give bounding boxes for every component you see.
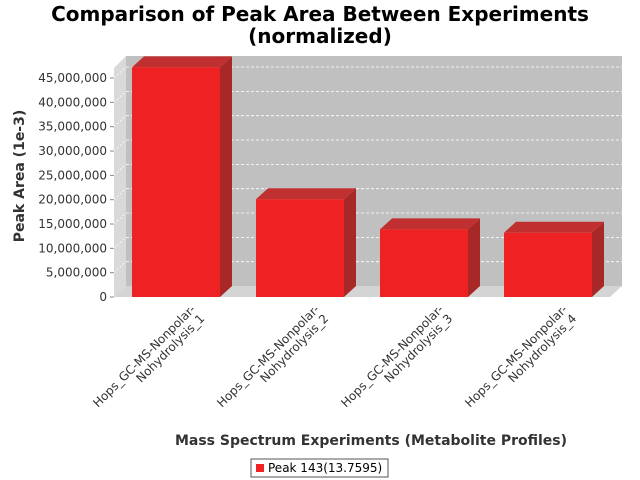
plot-area: 0 5,000,000 10,000,000 15,000,000 20,000,000… [38,56,622,419]
x-tick-label-line: Hops_GC-MS-Nonpolar- [214,302,322,410]
bar-side [220,56,232,297]
bar-top [132,56,232,68]
y-tick-label: 45,000,000 [38,71,107,85]
grid-line-wall [113,188,127,200]
legend: Peak 143(13.7595) [250,458,389,478]
bar-side [468,218,480,297]
y-tick-label: 10,000,000 [38,241,107,255]
chart-subtitle: (normalized) [248,24,392,48]
bar-top [256,188,356,200]
y-tick-label: 35,000,000 [38,120,107,134]
bar-front [256,199,344,297]
legend-label: Peak 143(13.7595) [268,461,382,475]
grid-line-wall [113,139,127,152]
bar-top [504,221,604,233]
y-tick-label: 30,000,000 [38,144,107,158]
grid-line-wall [113,237,127,249]
y-tick-label: 0 [99,290,107,304]
y-axis-label: Peak Area (1e-3) [12,110,28,243]
plot-floor [114,286,622,297]
y-tick-label: 20,000,000 [38,193,107,207]
x-tick-label-line: Hops_GC-MS-Nonpolar- [338,302,446,410]
x-tick-label-line: Hops_GC-MS-Nonpolar- [462,302,570,410]
bar [132,56,232,297]
legend-box [250,458,389,478]
x-tick-label: Hops_GC-MS-Nonpolar-Nohydrolysis_3 [338,302,455,419]
bar-front [380,229,468,297]
grid-line-wall [113,66,127,79]
chart-title: Comparison of Peak Area Between Experime… [51,2,589,26]
bar-front [132,67,220,297]
grid-line-wall [113,91,127,103]
y-tick-label: 25,000,000 [38,168,107,182]
bar-side [344,188,356,297]
grid-line-wall [113,164,127,176]
plot-left-wall [114,56,126,297]
bar-front [504,232,592,297]
plot-back-wall [126,56,622,286]
x-tick-label: Hops_GC-MS-Nonpolar-Nohydrolysis_2 [214,302,331,419]
x-axis-category-labels: Hops_GC-MS-Nonpolar-Nohydrolysis_1 Hops_G… [90,302,579,419]
x-tick-label: Hops_GC-MS-Nonpolar-Nohydrolysis_1 [90,302,207,419]
bar [256,188,356,297]
legend-swatch [256,464,264,472]
y-tick-label: 40,000,000 [38,95,107,109]
bar [504,221,604,297]
grid-line-wall [113,115,127,127]
bar [380,218,480,297]
bar-top [380,218,480,230]
grid-line-wall [113,261,127,273]
y-axis-ticks: 0 5,000,000 10,000,000 15,000,000 20,000,000… [38,71,114,304]
x-tick-label-line: Hops_GC-MS-Nonpolar- [90,302,198,410]
bars [132,56,604,297]
y-tick-label: 5,000,000 [46,266,107,280]
grid-line-wall [113,212,127,225]
bar-side [592,221,604,297]
y-tick-label: 15,000,000 [38,217,107,231]
x-axis-label: Mass Spectrum Experiments (Metabolite Pr… [175,433,567,449]
x-tick-label: Hops_GC-MS-Nonpolar-Nohydrolysis_4 [462,302,579,419]
